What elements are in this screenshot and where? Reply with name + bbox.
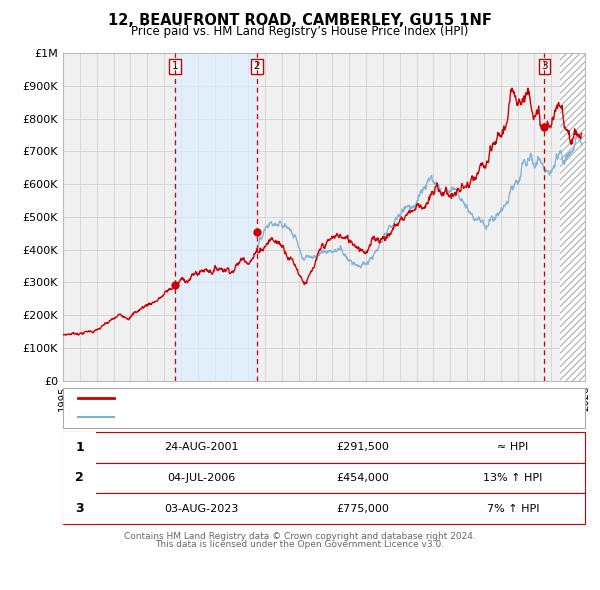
Text: 04-JUL-2006: 04-JUL-2006 (167, 473, 235, 483)
Text: 12, BEAUFRONT ROAD, CAMBERLEY, GU15 1NF (detached house): 12, BEAUFRONT ROAD, CAMBERLEY, GU15 1NF … (120, 394, 460, 404)
Text: 13% ↑ HPI: 13% ↑ HPI (484, 473, 542, 483)
Text: 1: 1 (172, 61, 178, 71)
Text: £291,500: £291,500 (337, 442, 389, 452)
Text: 2: 2 (254, 61, 260, 71)
Text: £454,000: £454,000 (337, 473, 389, 483)
Text: 7% ↑ HPI: 7% ↑ HPI (487, 504, 539, 513)
Bar (560, 53, 585, 381)
Bar (560, 53, 585, 381)
Text: 3: 3 (541, 61, 548, 71)
Text: £775,000: £775,000 (337, 504, 389, 513)
Text: Price paid vs. HM Land Registry’s House Price Index (HPI): Price paid vs. HM Land Registry’s House … (131, 25, 469, 38)
Text: Contains HM Land Registry data © Crown copyright and database right 2024.: Contains HM Land Registry data © Crown c… (124, 532, 476, 540)
Text: 24-AUG-2001: 24-AUG-2001 (164, 442, 238, 452)
Text: ≈ HPI: ≈ HPI (497, 442, 529, 452)
Text: 12, BEAUFRONT ROAD, CAMBERLEY, GU15 1NF: 12, BEAUFRONT ROAD, CAMBERLEY, GU15 1NF (108, 13, 492, 28)
Bar (175, 53, 257, 381)
Text: 2: 2 (75, 471, 84, 484)
Text: 1: 1 (75, 441, 84, 454)
Text: 03-AUG-2023: 03-AUG-2023 (164, 504, 238, 513)
Text: 3: 3 (75, 502, 84, 515)
Text: This data is licensed under the Open Government Licence v3.0.: This data is licensed under the Open Gov… (155, 540, 445, 549)
Text: HPI: Average price, detached house, Surrey Heath: HPI: Average price, detached house, Surr… (120, 412, 382, 422)
